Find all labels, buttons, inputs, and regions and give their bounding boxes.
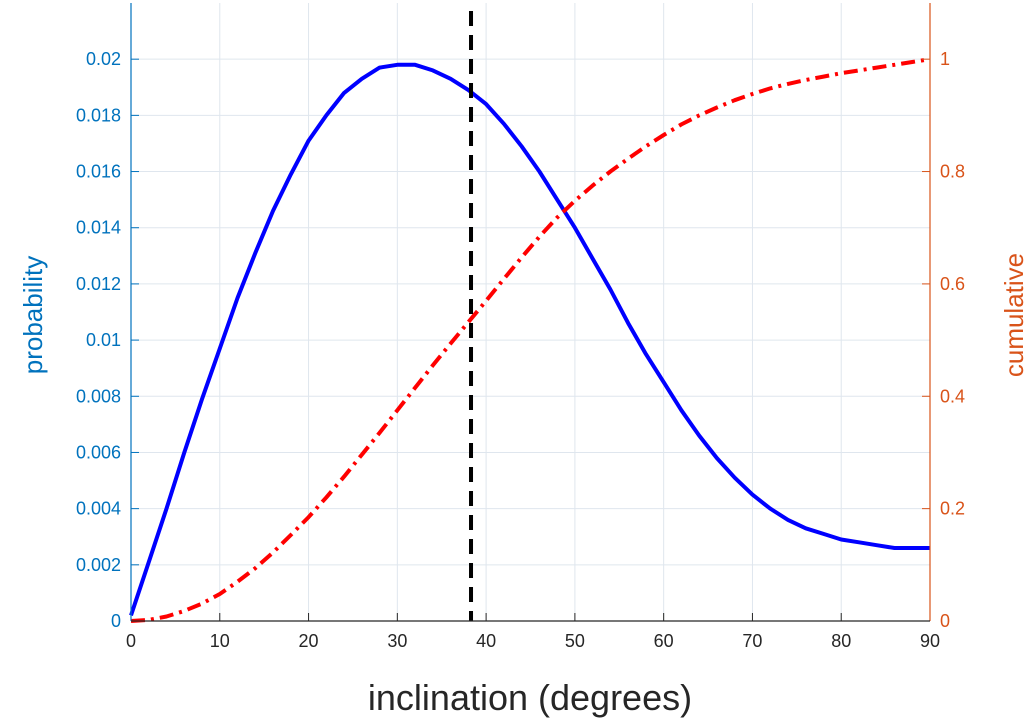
x-tick-label: 80 — [831, 631, 851, 651]
tick-labels: 0 10 20 30 40 50 60 70 80 9000.0020.0040.0060.008… — [76, 49, 965, 651]
x-tick-label: 70 — [742, 631, 762, 651]
x-axis-label: inclination (degrees) — [368, 677, 692, 718]
y-right-tick-label: 0.6 — [940, 274, 965, 294]
y-right-tick-label: 0 — [940, 611, 950, 631]
probability-line — [129, 62, 930, 617]
y-left-tick-label: 0.014 — [76, 218, 121, 238]
y-left-tick-label: 0.002 — [76, 555, 121, 575]
y-right-tick-label: 0.4 — [940, 386, 965, 406]
y-left-tick-label: 0.012 — [76, 274, 121, 294]
y-right-tick-label: 1 — [940, 49, 950, 69]
y-left-tick-label: 0.02 — [86, 49, 121, 69]
x-tick-label: 50 — [565, 631, 585, 651]
y-right-tick-label: 0.2 — [940, 499, 965, 519]
y-left-tick-label: 0.016 — [76, 162, 121, 182]
y-axis-right-label: cumulative — [999, 253, 1029, 377]
y-left-tick-label: 0.004 — [76, 499, 121, 519]
y-left-tick-label: 0.01 — [86, 330, 121, 350]
x-tick-label: 20 — [299, 631, 319, 651]
x-tick-label: 60 — [654, 631, 674, 651]
y-left-tick-label: 0 — [111, 611, 121, 631]
y-left-tick-label: 0.006 — [76, 442, 121, 462]
y-left-tick-label: 0.018 — [76, 105, 121, 125]
cumulative-line — [130, 57, 931, 623]
x-tick-label: 0 — [126, 631, 136, 651]
x-tick-label: 10 — [210, 631, 230, 651]
y-axis-left-label: probability — [18, 256, 48, 375]
y-left-tick-label: 0.008 — [76, 386, 121, 406]
series-layer — [129, 11, 931, 623]
y-right-tick-label: 0.8 — [940, 162, 965, 182]
x-tick-label: 30 — [387, 631, 407, 651]
axes — [130, 3, 931, 622]
x-tick-label: 40 — [476, 631, 496, 651]
x-tick-label: 90 — [920, 631, 940, 651]
